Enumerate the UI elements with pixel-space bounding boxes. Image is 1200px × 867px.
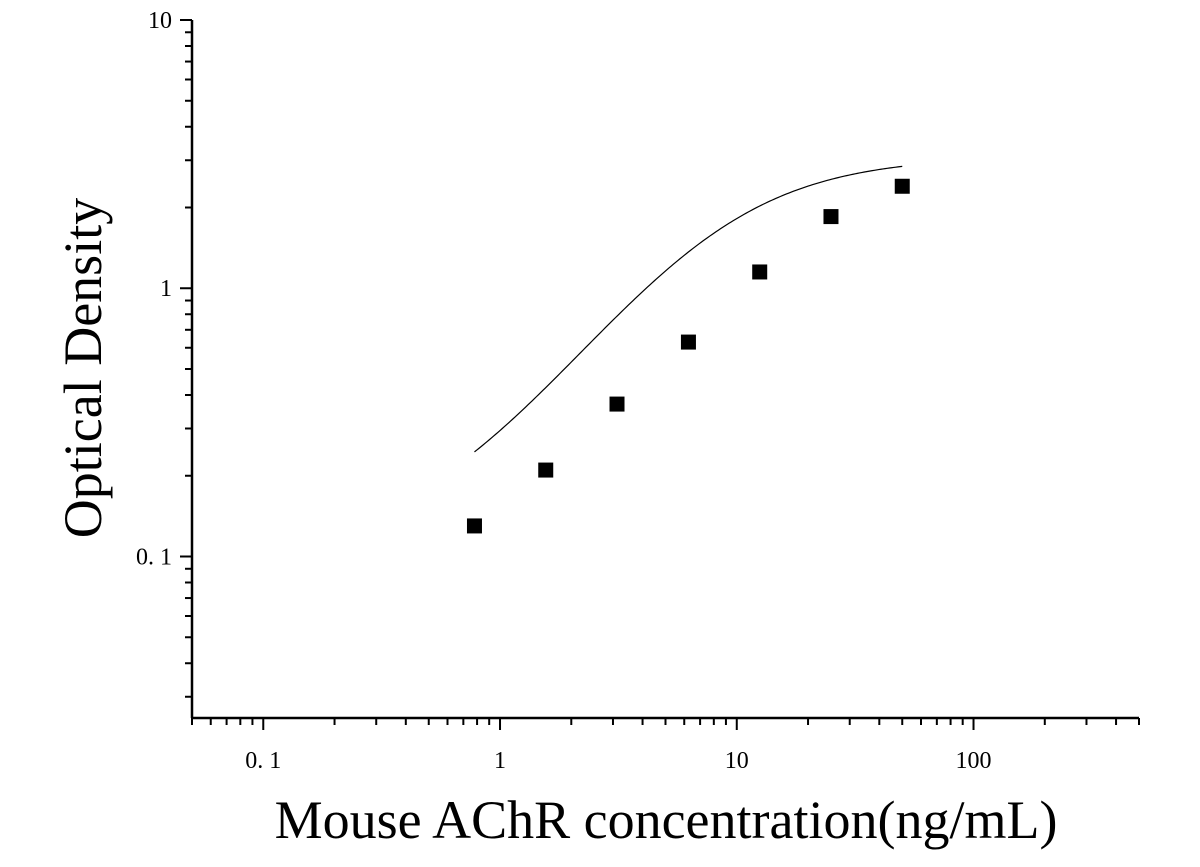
fit-curve-line (474, 165, 903, 453)
x-tick-label: 1 (494, 748, 506, 774)
data-point-marker (466, 518, 482, 534)
data-points-layer (466, 178, 910, 534)
tick-labels: 0. 1 1 10 100 0. 1 1 10 (136, 8, 992, 774)
data-point-marker (538, 462, 554, 478)
axes (190, 20, 1139, 720)
fit-curve-layer (474, 165, 903, 453)
ticks (180, 19, 1140, 730)
y-tick-label: 0. 1 (136, 544, 172, 570)
data-point-marker (609, 396, 625, 412)
y-tick-label: 10 (148, 8, 172, 34)
y-axis-title: Optical Density (53, 198, 113, 538)
x-tick-label: 10 (725, 748, 749, 774)
y-tick-label: 1 (160, 276, 172, 302)
data-point-marker (894, 178, 910, 194)
data-point-marker (823, 209, 839, 225)
data-point-marker (752, 264, 768, 280)
data-point-marker (680, 334, 696, 350)
x-tick-label: 100 (956, 748, 992, 774)
x-axis-title: Mouse AChR concentration(ng/mL) (275, 790, 1058, 850)
x-tick-label: 0. 1 (245, 748, 281, 774)
